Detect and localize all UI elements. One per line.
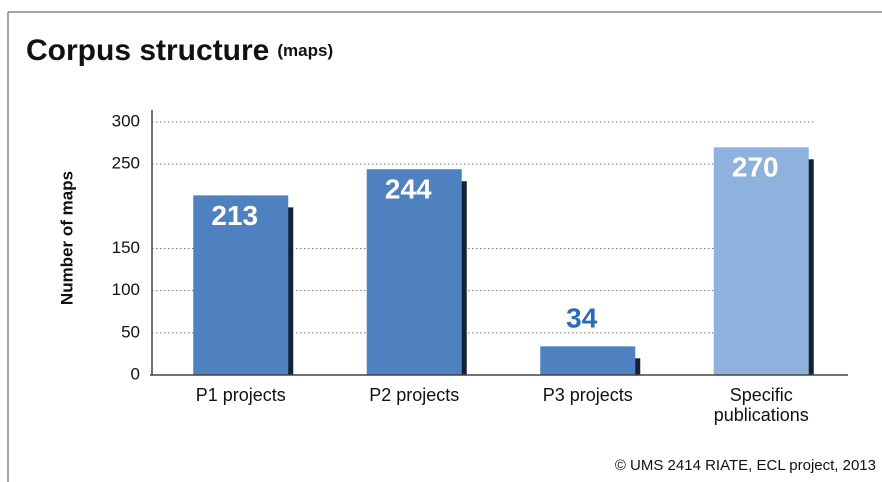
title-text: Corpus structure bbox=[26, 34, 269, 67]
y-tick-label: 50 bbox=[121, 322, 140, 341]
bar bbox=[366, 169, 462, 375]
y-tick-label: 150 bbox=[112, 238, 140, 257]
bar-shadow bbox=[633, 358, 641, 375]
x-tick-label: P2 projects bbox=[369, 385, 460, 405]
x-tick-label: P3 projects bbox=[542, 385, 633, 405]
footer: © UMS 2414 RIATE, ECL project, 2013 bbox=[615, 457, 876, 474]
x-tick-label: P1 projects bbox=[195, 385, 286, 405]
y-tick-label: 250 bbox=[112, 154, 140, 173]
bar bbox=[713, 147, 809, 375]
bar-shadow bbox=[286, 207, 294, 375]
bar bbox=[540, 346, 636, 375]
value-label: 34 bbox=[566, 303, 598, 334]
bar bbox=[193, 195, 289, 375]
y-axis-label: Number of maps bbox=[57, 171, 76, 305]
chart-title: Corpus structure (maps) bbox=[26, 34, 333, 67]
y-tick-label: 100 bbox=[112, 280, 140, 299]
subtitle-text: (maps) bbox=[277, 41, 333, 60]
value-label: 244 bbox=[385, 174, 432, 205]
value-label: 213 bbox=[211, 200, 258, 231]
bar-shadow bbox=[806, 159, 814, 375]
y-tick-label: 300 bbox=[112, 111, 140, 130]
x-tick-label: Specific publications bbox=[713, 385, 809, 425]
value-label: 270 bbox=[732, 152, 779, 183]
y-tick-label: 0 bbox=[131, 364, 140, 383]
bar-shadow bbox=[459, 181, 467, 375]
